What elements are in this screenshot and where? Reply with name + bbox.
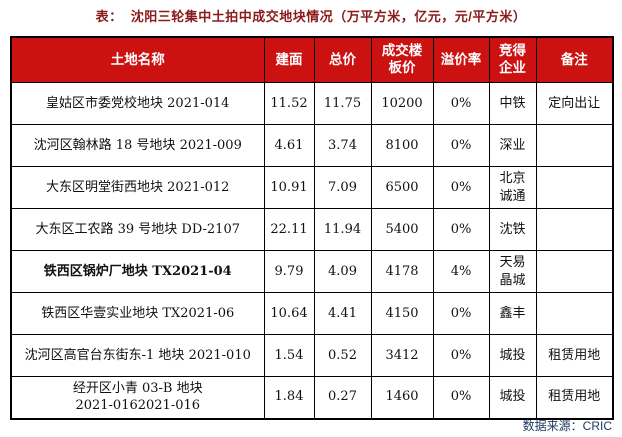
table-row: 经开区小青 03-B 地块 2021-0162021-016 1.84 0.27 14… [10, 376, 614, 419]
cell-winner: 沈铁 [488, 208, 537, 251]
cell-name: 大东区明堂街西地块 2021-012 [10, 166, 265, 209]
cell-remark [535, 292, 614, 335]
column-header-name: 土地名称 [10, 36, 265, 83]
cell-premium_rate: 4% [432, 250, 490, 293]
cell-premium_rate: 0% [432, 166, 490, 209]
cell-remark: 租赁用地 [535, 376, 614, 419]
cell-total_price: 0.27 [313, 376, 372, 419]
cell-name: 皇姑区市委党校地块 2021-014 [10, 82, 265, 125]
cell-area: 1.84 [263, 376, 315, 419]
cell-winner: 鑫丰 [488, 292, 537, 335]
cell-name: 大东区工农路 39 号地块 DD-2107 [10, 208, 265, 251]
header-row: 土地名称 建面 总价 成交楼 板价 溢价率 竞得 企业 备注 [10, 36, 614, 83]
cell-floor_price: 5400 [370, 208, 434, 251]
table-row: 铁西区华壹实业地块 TX2021-06 10.64 4.41 4150 0% 鑫丰 [10, 292, 614, 335]
data-source-label: 数据来源：CRIC [522, 419, 612, 433]
cell-winner: 中铁 [488, 82, 537, 125]
cell-floor_price: 4178 [370, 250, 434, 293]
table-row: 皇姑区市委党校地块 2021-014 11.52 11.75 10200 0% 中铁 定向出… [10, 82, 614, 125]
table-row: 大东区明堂街西地块 2021-012 10.91 7.09 6500 0% 北京 诚通 [10, 166, 614, 209]
column-header-floor_price: 成交楼 板价 [370, 36, 434, 83]
table-row: 沈河区高官台东街东-1 地块 2021-010 1.54 0.52 3412 0% 城投租… [10, 334, 614, 377]
cell-total_price: 4.09 [313, 250, 372, 293]
cell-premium_rate: 0% [432, 292, 490, 335]
cell-remark [535, 208, 614, 251]
cell-floor_price: 4150 [370, 292, 434, 335]
table-header: 土地名称 建面 总价 成交楼 板价 溢价率 竞得 企业 备注 [10, 36, 614, 83]
cell-total_price: 0.52 [313, 334, 372, 377]
cell-remark: 租赁用地 [535, 334, 614, 377]
cell-name: 铁西区华壹实业地块 TX2021-06 [10, 292, 265, 335]
cell-premium_rate: 0% [432, 208, 490, 251]
cell-premium_rate: 0% [432, 334, 490, 377]
cell-total_price: 7.09 [313, 166, 372, 209]
cell-area: 11.52 [263, 82, 315, 125]
cell-area: 10.91 [263, 166, 315, 209]
cell-winner: 北京 诚通 [488, 166, 537, 209]
land-transactions-table: 土地名称 建面 总价 成交楼 板价 溢价率 竞得 企业 备注 皇姑区市委党校地块 2021-… [10, 36, 614, 420]
column-header-remark: 备注 [535, 36, 614, 83]
cell-total_price: 11.94 [313, 208, 372, 251]
cell-remark [535, 124, 614, 167]
cell-total_price: 4.41 [313, 292, 372, 335]
table-row: 铁西区锅炉厂地块 TX2021-04 9.79 4.09 4178 4% 天易 晶城 [10, 250, 614, 293]
column-header-area: 建面 [263, 36, 315, 83]
cell-winner: 深业 [488, 124, 537, 167]
table-title: 表： 沈阳三轮集中土拍中成交地块情况（万平方米，亿元，元/平方米） [95, 9, 527, 24]
cell-area: 9.79 [263, 250, 315, 293]
cell-area: 1.54 [263, 334, 315, 377]
table-body: 皇姑区市委党校地块 2021-014 11.52 11.75 10200 0% 中铁 定向出… [10, 82, 614, 419]
table-row: 大东区工农路 39 号地块 DD-2107 22.11 11.94 5400 0% 沈铁 [10, 208, 614, 251]
cell-name: 经开区小青 03-B 地块 2021-0162021-016 [10, 376, 265, 419]
cell-floor_price: 6500 [370, 166, 434, 209]
column-header-premium_rate: 溢价率 [432, 36, 490, 83]
cell-remark [535, 166, 614, 209]
cell-premium_rate: 0% [432, 124, 490, 167]
cell-area: 4.61 [263, 124, 315, 167]
column-header-winner: 竞得 企业 [488, 36, 537, 83]
cell-floor_price: 3412 [370, 334, 434, 377]
cell-remark [535, 250, 614, 293]
column-header-total_price: 总价 [313, 36, 372, 83]
cell-area: 22.11 [263, 208, 315, 251]
cell-name: 沈河区高官台东街东-1 地块 2021-010 [10, 334, 265, 377]
table-row: 沈河区翰林路 18 号地块 2021-009 4.61 3.74 8100 0% 深业 [10, 124, 614, 167]
cell-floor_price: 8100 [370, 124, 434, 167]
cell-total_price: 3.74 [313, 124, 372, 167]
cell-winner: 城投 [488, 334, 537, 377]
cell-remark: 定向出让 [535, 82, 614, 125]
cell-winner: 城投 [488, 376, 537, 419]
cell-area: 10.64 [263, 292, 315, 335]
cell-name: 沈河区翰林路 18 号地块 2021-009 [10, 124, 265, 167]
cell-name: 铁西区锅炉厂地块 TX2021-04 [10, 250, 265, 293]
cell-winner: 天易 晶城 [488, 250, 537, 293]
cell-floor_price: 1460 [370, 376, 434, 419]
cell-premium_rate: 0% [432, 82, 490, 125]
cell-total_price: 11.75 [313, 82, 372, 125]
cell-floor_price: 10200 [370, 82, 434, 125]
cell-premium_rate: 0% [432, 376, 490, 419]
